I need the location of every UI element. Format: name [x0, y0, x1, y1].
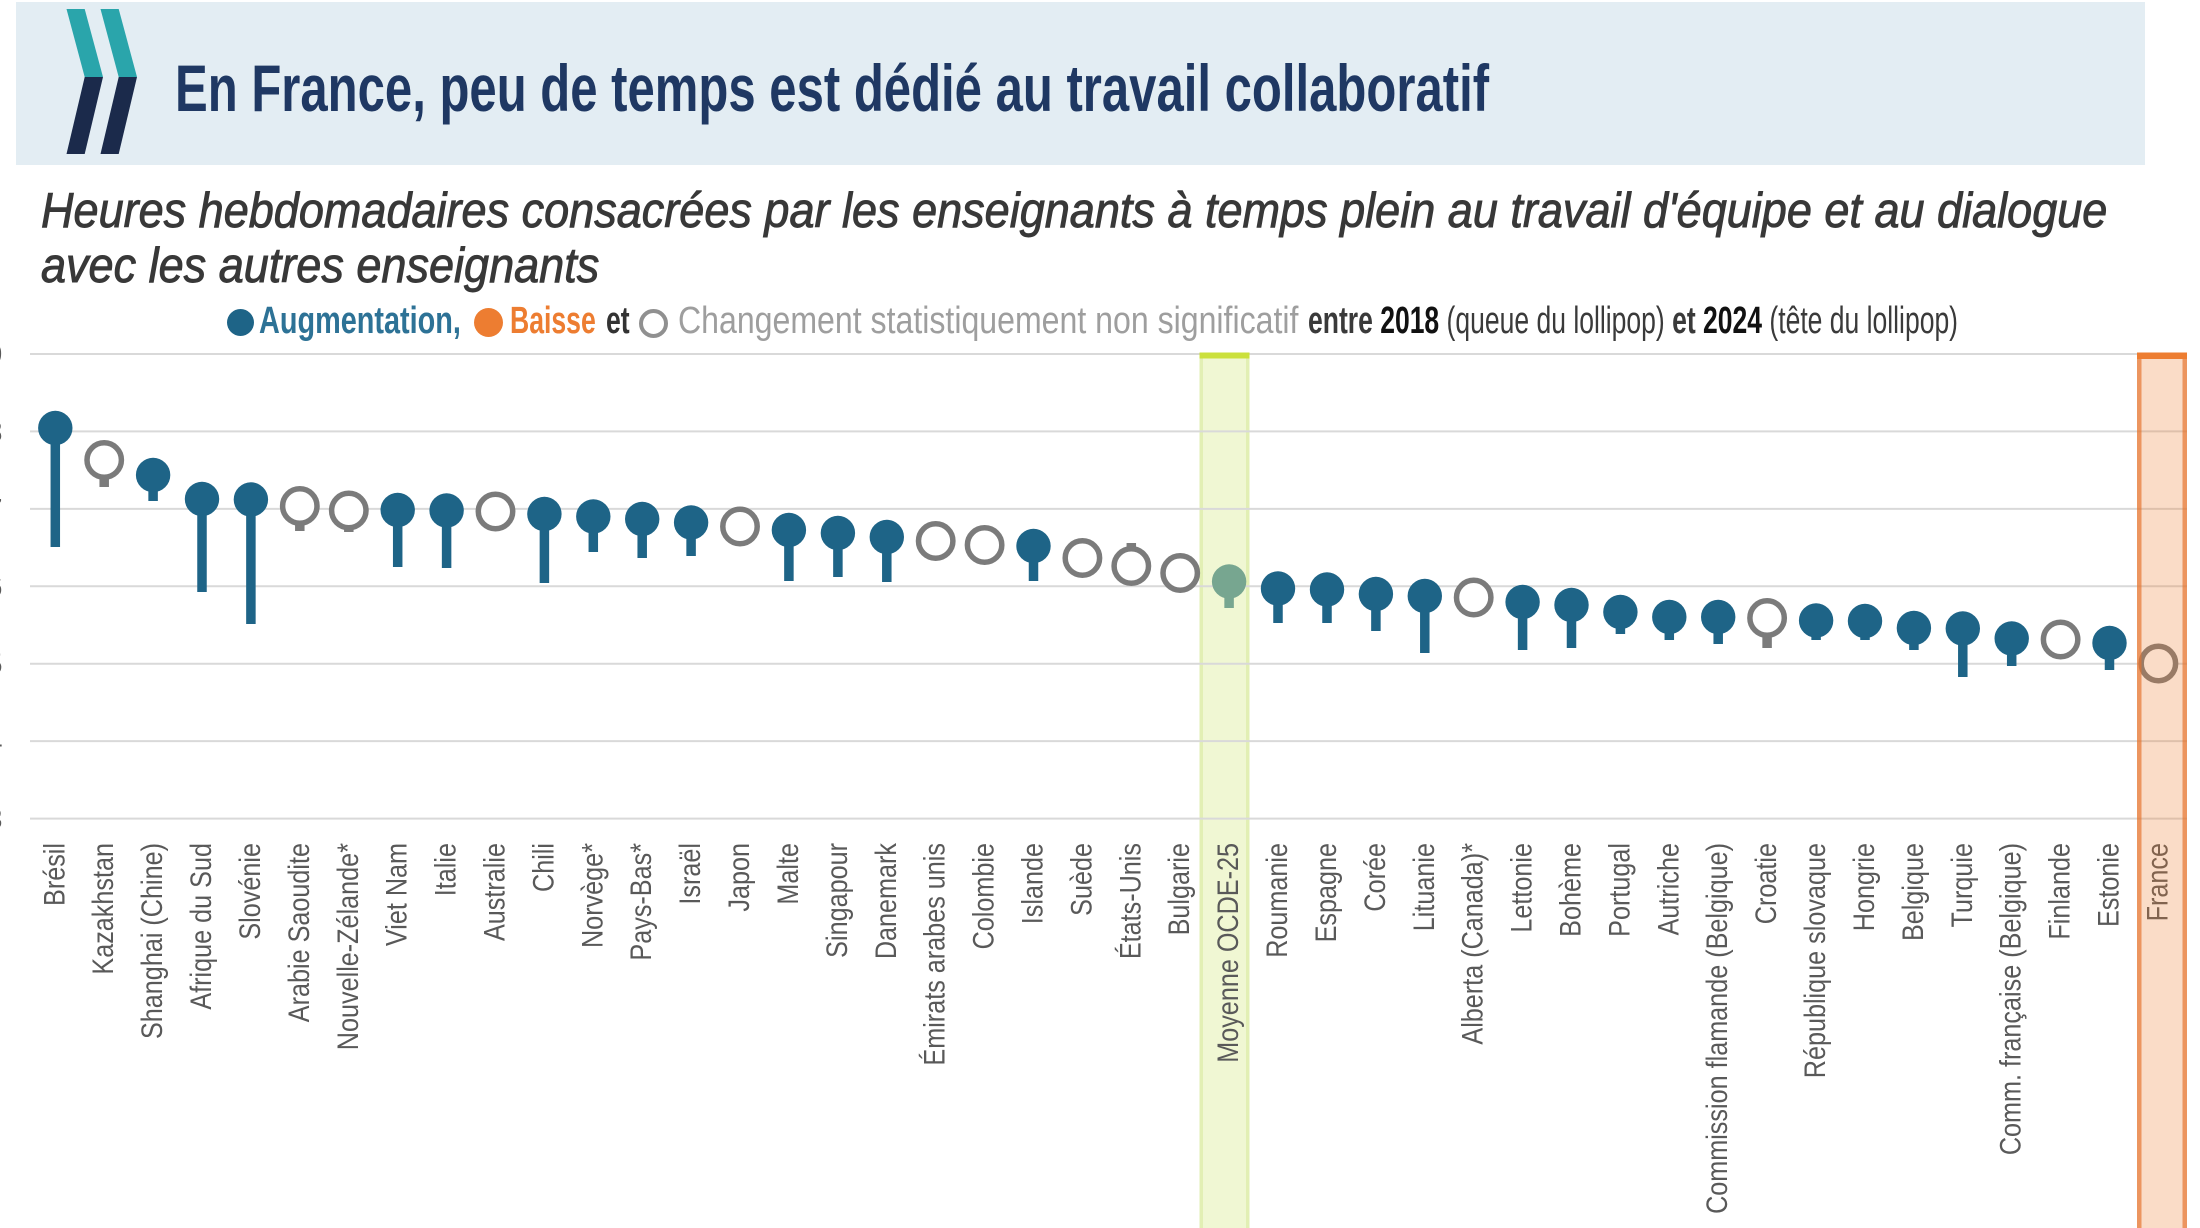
- svg-text:Lituanie: Lituanie: [1407, 843, 1441, 931]
- svg-text:Brésil: Brésil: [37, 843, 71, 906]
- svg-text:Viet Nam: Viet Nam: [380, 843, 414, 946]
- svg-text:Kazakhstan: Kazakhstan: [86, 843, 120, 975]
- svg-text:Chili: Chili: [526, 843, 560, 892]
- svg-text:Commission flamande (Belgique): Commission flamande (Belgique): [1700, 843, 1734, 1214]
- svg-text:Comm. française (Belgique): Comm. française (Belgique): [1994, 843, 2028, 1155]
- svg-text:Slovénie: Slovénie: [233, 843, 267, 940]
- svg-text:Estonie: Estonie: [2091, 843, 2125, 927]
- svg-text:Autriche: Autriche: [1651, 843, 1685, 935]
- svg-text:Islande: Islande: [1015, 843, 1049, 924]
- svg-text:Nouvelle-Zélande*: Nouvelle-Zélande*: [331, 843, 365, 1050]
- svg-text:Corée: Corée: [1358, 843, 1392, 912]
- svg-text:Australie: Australie: [477, 843, 511, 941]
- svg-text:6: 6: [0, 571, 3, 603]
- svg-text:Moyenne OCDE-25: Moyenne OCDE-25: [1211, 843, 1245, 1063]
- svg-text:Italie: Italie: [429, 843, 463, 896]
- svg-text:Afrique du Sud: Afrique du Sud: [184, 843, 218, 1010]
- svg-text:États-Unis: États-Unis: [1113, 843, 1147, 959]
- svg-text:8: 8: [0, 416, 3, 448]
- svg-text:Roumanie: Roumanie: [1260, 843, 1294, 958]
- svg-text:Bulgarie: Bulgarie: [1162, 843, 1196, 935]
- svg-text:France: France: [2140, 843, 2174, 921]
- svg-text:Suède: Suède: [1064, 843, 1098, 916]
- svg-text:Hongrie: Hongrie: [1847, 843, 1881, 931]
- svg-text:Singapour: Singapour: [820, 843, 854, 958]
- svg-text:Portugal: Portugal: [1602, 843, 1636, 937]
- svg-text:Pays-Bas*: Pays-Bas*: [624, 843, 658, 961]
- svg-text:7: 7: [0, 494, 3, 526]
- svg-text:Norvège*: Norvège*: [575, 843, 609, 948]
- svg-text:Danemark: Danemark: [869, 843, 903, 959]
- svg-text:Belgique: Belgique: [1896, 843, 1930, 941]
- svg-text:4: 4: [0, 726, 3, 758]
- svg-text:Malte: Malte: [771, 843, 805, 905]
- svg-text:Arabie Saoudite: Arabie Saoudite: [282, 843, 316, 1022]
- svg-text:9: 9: [0, 340, 3, 371]
- svg-text:Finlande: Finlande: [2043, 843, 2077, 940]
- svg-text:Lettonie: Lettonie: [1505, 843, 1539, 933]
- svg-text:Émirats arabes unis: Émirats arabes unis: [918, 843, 952, 1066]
- svg-text:Colombie: Colombie: [967, 843, 1001, 949]
- svg-text:Japon: Japon: [722, 843, 756, 912]
- svg-text:3: 3: [0, 804, 3, 836]
- svg-text:Alberta (Canada)*: Alberta (Canada)*: [1456, 843, 1490, 1045]
- svg-text:5: 5: [0, 649, 3, 681]
- svg-text:Shanghai (Chine): Shanghai (Chine): [135, 843, 169, 1039]
- svg-text:République slovaque: République slovaque: [1798, 843, 1832, 1078]
- svg-text:Turquie: Turquie: [1945, 843, 1979, 927]
- svg-text:Croatie: Croatie: [1749, 843, 1783, 924]
- svg-text:Espagne: Espagne: [1309, 843, 1343, 942]
- svg-text:Bohème: Bohème: [1553, 843, 1587, 937]
- svg-text:Israël: Israël: [673, 843, 707, 905]
